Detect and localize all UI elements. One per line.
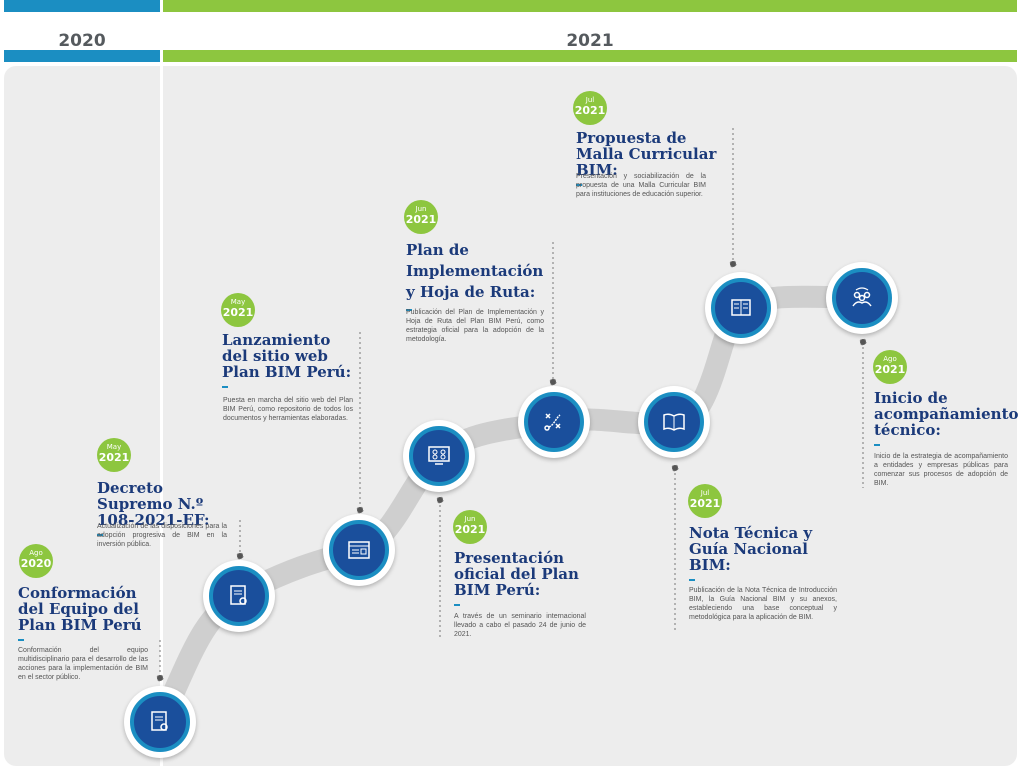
connector-dot-2	[236, 552, 244, 560]
milestone-desc-2: Actualización de las disposiciones para …	[97, 523, 227, 548]
certificate-icon	[230, 585, 247, 605]
milestone-title-3: Lanzamiento del sitio web Plan BIM Perú:	[222, 332, 357, 388]
milestone-desc-7: Presentación y sociabilización de la pro…	[576, 173, 706, 198]
milestone-node-3	[323, 514, 395, 586]
milestone-desc-4: A través de un seminario internacional l…	[454, 613, 586, 638]
panel-2020	[4, 66, 160, 766]
date-badge-5: Jun 2021	[404, 200, 438, 234]
milestone-title-2: Decreto Supremo N.º 108-2021-EF:	[97, 480, 237, 536]
milestone-desc-8: Inicio de la estrategia de acompañamient…	[874, 453, 1008, 487]
date-badge-6: Jul 2021	[688, 484, 722, 518]
connector-dot-4	[436, 496, 444, 504]
milestone-desc-6: Publicación de la Nota Técnica de Introd…	[689, 587, 837, 621]
milestone-title-8: Inicio de acompañamiento técnico:	[874, 390, 1019, 446]
milestone-node-7	[705, 272, 777, 344]
website-icon	[348, 541, 370, 559]
book-icon	[731, 299, 751, 316]
milestone-title-5: Plan de Implementación y Hoja de Ruta:	[406, 240, 554, 311]
date-badge-7: Jul 2021	[573, 91, 607, 125]
milestone-desc-5: Publicación del Plan de Implementación y…	[406, 309, 544, 343]
milestone-node-1	[124, 686, 196, 758]
milestone-node-5	[518, 386, 590, 458]
milestone-desc-1: Conformación del equipo multidisciplinar…	[18, 647, 148, 681]
year-label: 2020	[58, 31, 106, 51]
certificate-icon	[151, 711, 168, 731]
open-book-icon	[663, 413, 685, 431]
team-support-icon	[852, 287, 872, 307]
date-badge-8: Ago 2021	[873, 350, 907, 384]
connector-dot-8	[859, 338, 867, 346]
milestone-title-1: Conformación del Equipo del Plan BIM Per…	[18, 585, 163, 641]
video-conference-icon	[428, 446, 450, 465]
milestone-title-4: Presentación oficial del Plan BIM Perú:	[454, 550, 584, 606]
milestone-node-6	[638, 386, 710, 458]
connector-dot-7	[729, 260, 737, 268]
milestone-node-4	[403, 420, 475, 492]
connector-lines	[156, 128, 867, 682]
year-header-2020: 2020	[4, 0, 160, 62]
milestone-node-2	[203, 560, 275, 632]
milestone-node-8	[826, 262, 898, 334]
connector-dot-6	[671, 464, 679, 472]
year-label: 2021	[566, 31, 614, 51]
date-badge-1: Ago 2020	[19, 544, 53, 578]
milestone-desc-3: Puesta en marcha del sitio web del Plan …	[223, 397, 353, 422]
connector-dot-3	[356, 506, 364, 514]
connector-dot-1	[156, 674, 164, 682]
date-badge-4: Jun 2021	[453, 510, 487, 544]
connector-dot-5	[549, 378, 557, 386]
date-badge-3: May 2021	[221, 293, 255, 327]
milestone-title-6: Nota Técnica y Guía Nacional BIM:	[689, 525, 814, 581]
date-badge-2: May 2021	[97, 438, 131, 472]
year-header-2021: 2021	[163, 0, 1017, 62]
strategy-icon	[544, 413, 561, 431]
milestone-title-7: Propuesta de Malla Curricular BIM:	[576, 130, 726, 186]
